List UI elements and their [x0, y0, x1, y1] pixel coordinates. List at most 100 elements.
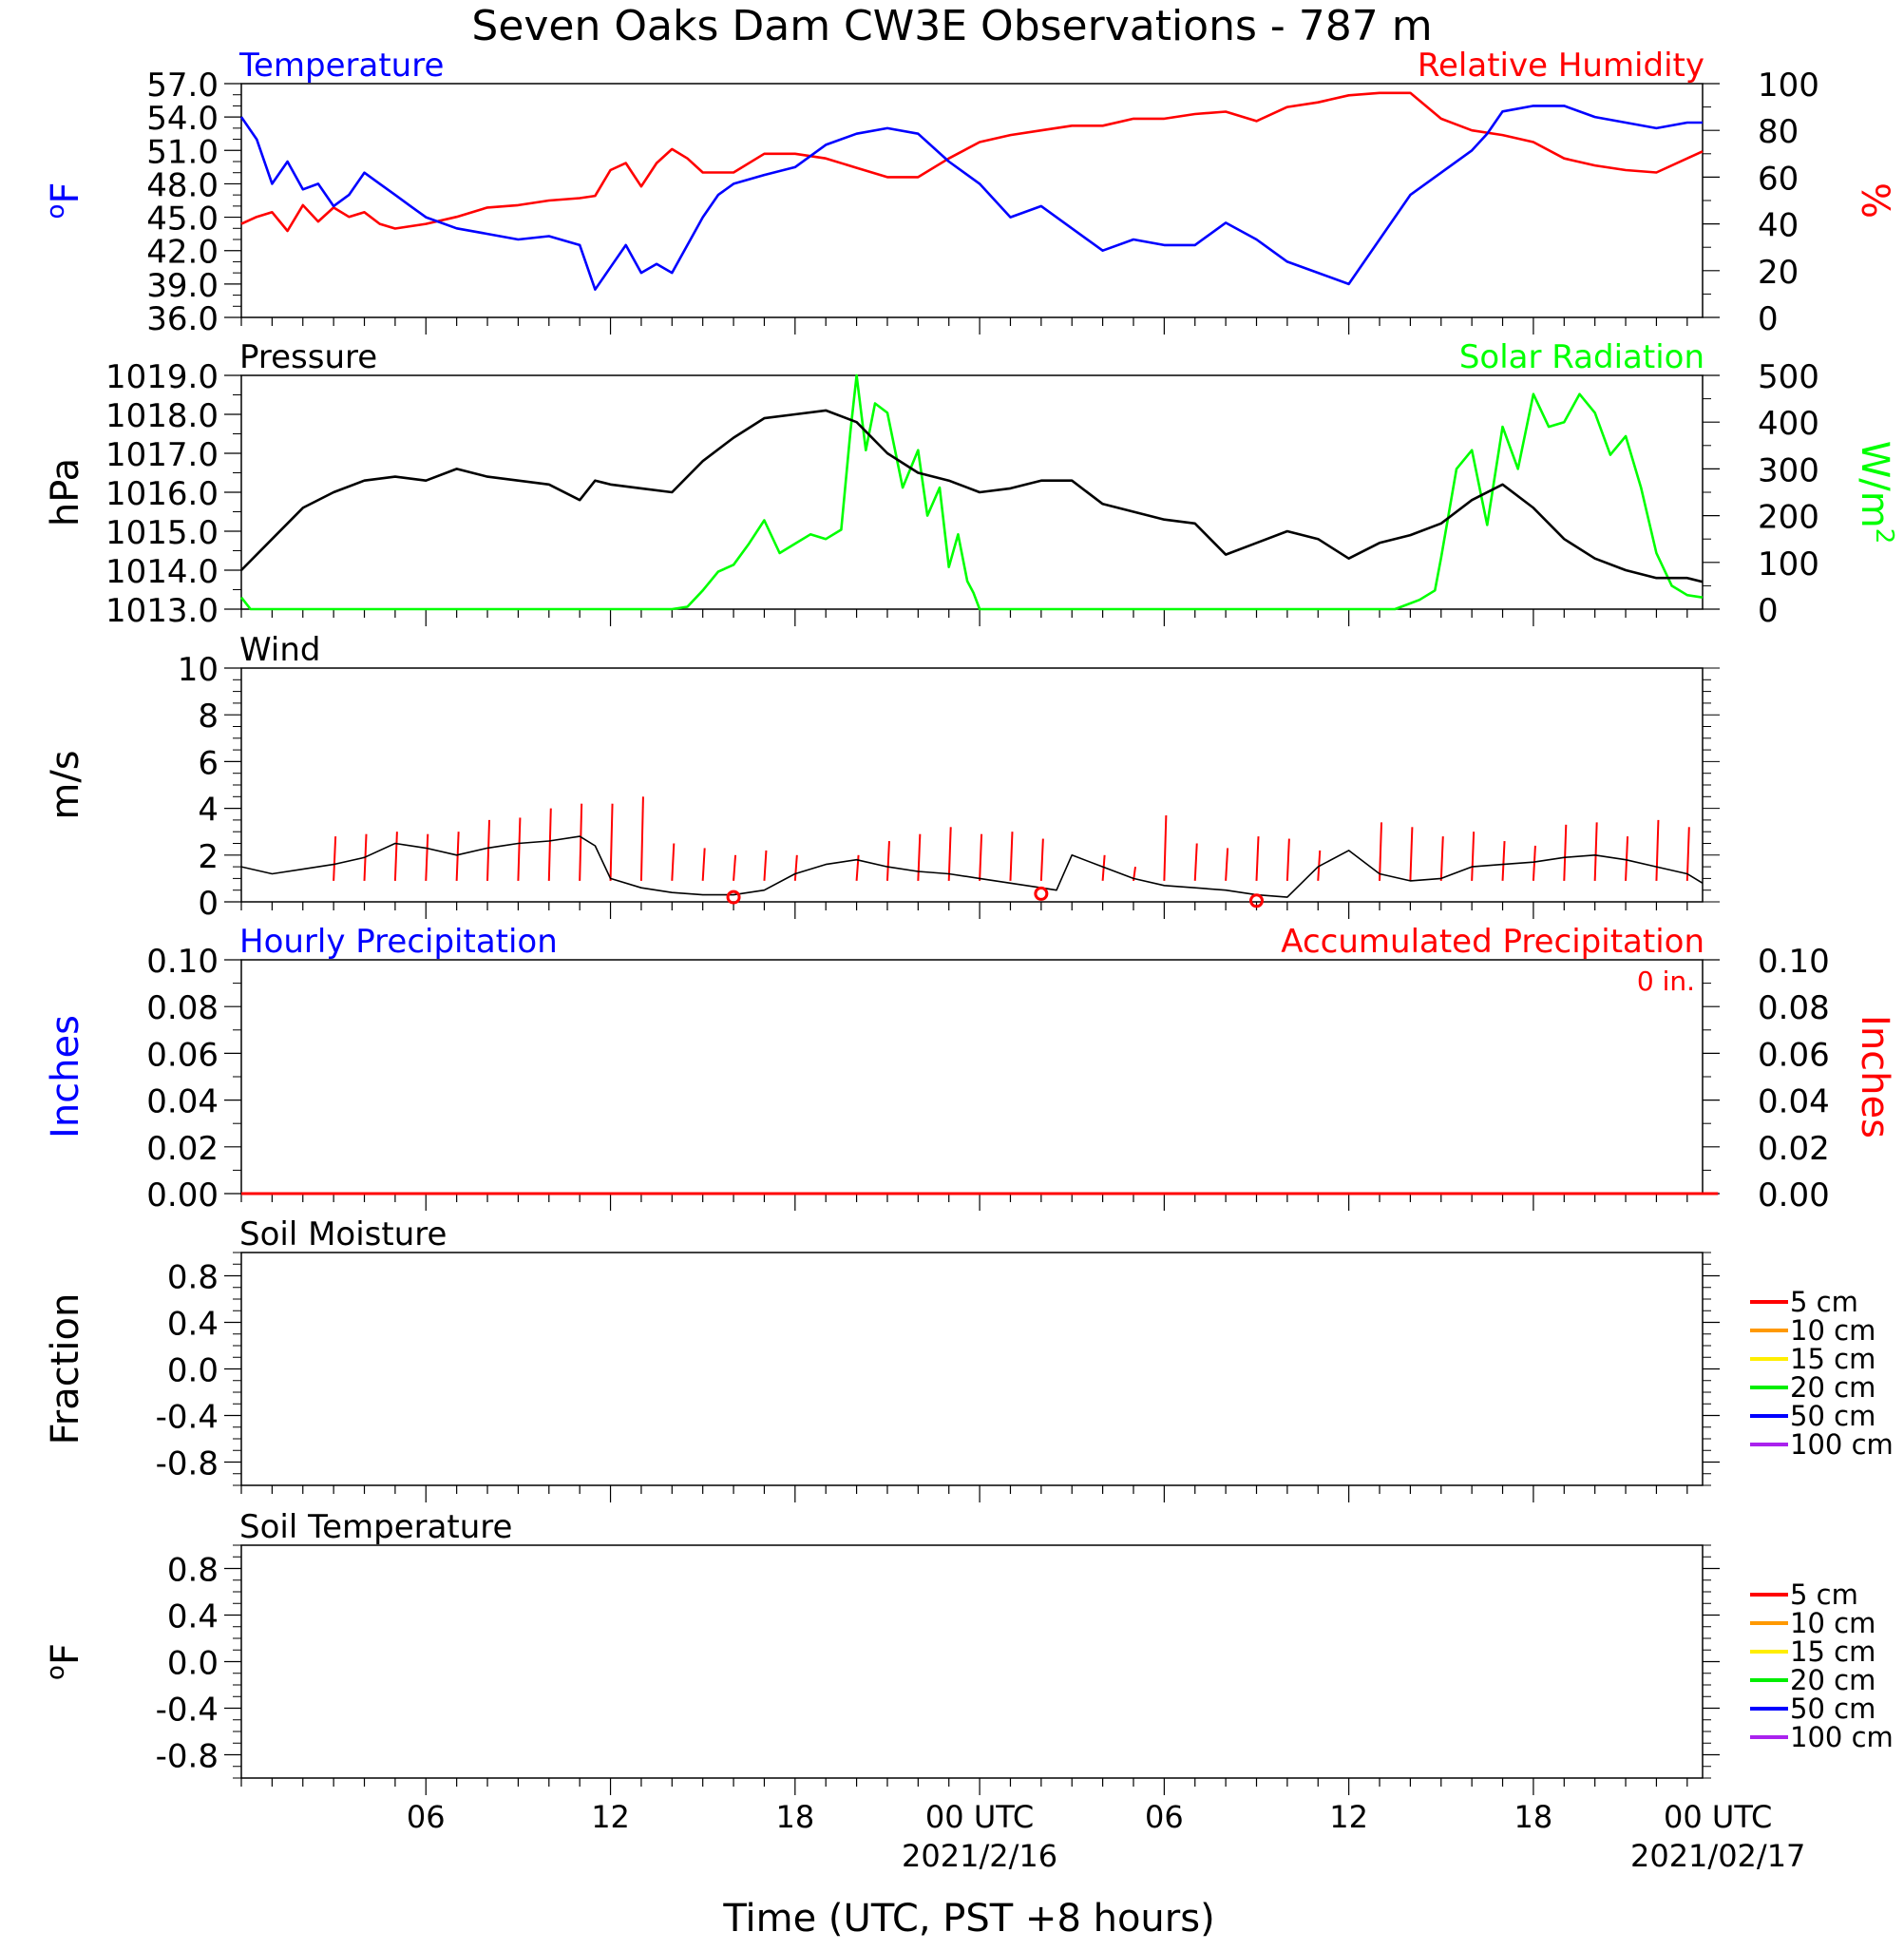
y-left-tick-label: 57.0 [146, 67, 219, 105]
legend-label: 10 cm [1790, 1607, 1875, 1639]
y-label-hourly-precip: Inches [44, 1015, 87, 1138]
wind-barb [671, 843, 676, 881]
y-left-tick-label: 1019.0 [105, 358, 219, 396]
y-left-tick-label: 0.00 [146, 1176, 219, 1215]
wind-barb [1532, 845, 1536, 881]
panel-title-temperature: Temperature [238, 47, 444, 85]
y-right-tick-label: 40 [1758, 207, 1799, 245]
legend-label: 15 cm [1790, 1343, 1875, 1375]
y-left-tick-label: 1018.0 [105, 397, 219, 435]
y-left-tick-label: 0.4 [167, 1306, 219, 1344]
y-left-tick-label: 8 [198, 698, 219, 736]
y-left-tick-label: -0.4 [156, 1399, 219, 1437]
y-right-tick-label: 0.08 [1758, 989, 1830, 1027]
wind-barb [701, 848, 706, 881]
calm-marker [1034, 886, 1049, 901]
y-left-tick-label: 0.8 [167, 1259, 219, 1297]
wind-barb [1655, 819, 1660, 881]
panel-title-soil-moisture: Soil Moisture [239, 1215, 447, 1253]
y-right-tick-label: 0 [1758, 592, 1779, 630]
y-right-tick-label: 0 [1758, 300, 1779, 338]
wind-barb [1409, 827, 1414, 881]
wind-barb [979, 833, 983, 881]
x-tick-label: 06 [1145, 1799, 1184, 1835]
y-left-tick-label: 42.0 [146, 234, 219, 272]
x-tick-label: 18 [775, 1799, 814, 1835]
y-label-soil-moisture: Fraction [44, 1293, 87, 1445]
wind-barb [1685, 827, 1690, 881]
panel-title-hourly-precip: Hourly Precipitation [239, 923, 558, 961]
legend-label: 50 cm [1790, 1400, 1875, 1432]
y-right-tick-label: 0.04 [1758, 1083, 1830, 1121]
y-right-tick-label: 0.00 [1758, 1176, 1830, 1215]
y-label-pressure: hPa [44, 458, 87, 526]
y-left-tick-label: 36.0 [146, 300, 219, 338]
wind-barb [1163, 814, 1168, 881]
x-tick-label: 00 UTC [925, 1799, 1034, 1835]
panel-title-pressure: Pressure [239, 338, 377, 376]
panel-title-wind: Wind [239, 631, 320, 669]
x-tick-label: 12 [1329, 1799, 1368, 1835]
y-right-tick-label: 80 [1758, 113, 1799, 151]
y-right-tick-label: 100 [1758, 67, 1819, 105]
wind-barb [579, 803, 583, 881]
y-left-tick-label: 0 [198, 885, 219, 923]
wind-barb [1193, 843, 1198, 881]
y-left-tick-label: 51.0 [146, 133, 219, 171]
wind-barb [425, 833, 429, 881]
wind-barb [733, 854, 737, 881]
y-right-tick-label: 0.10 [1758, 943, 1830, 981]
y-right-tick-label: 20 [1758, 254, 1799, 292]
legend-label: 20 cm [1790, 1664, 1875, 1696]
y-right-tick-label: 300 [1758, 451, 1819, 489]
y-left-tick-label: 4 [198, 792, 219, 830]
y-left-tick-label: 1015.0 [105, 514, 219, 552]
panel-precipitation: 0.10 0.08 0.06 0.04 0.02 0.00 0.10 0.08 0.06 0.04… [44, 923, 1896, 1215]
legend-label: 5 cm [1790, 1578, 1858, 1611]
wind-barb [763, 850, 768, 881]
plot-frame [240, 1252, 1704, 1486]
y-left-tick-label: -0.8 [156, 1445, 219, 1483]
y-label-wind: m/s [44, 750, 87, 819]
x-tick-label: 18 [1514, 1799, 1553, 1835]
x-date-label: 2021/2/16 [902, 1838, 1057, 1874]
wind-barb [609, 803, 614, 881]
plot-frame [240, 1544, 1704, 1779]
wind-barb [517, 817, 522, 881]
figure-title: Seven Oaks Dam CW3E Observations - 787 m [471, 2, 1432, 50]
legend-label: 10 cm [1790, 1314, 1875, 1347]
wind-barb [917, 833, 922, 881]
pressure-line [240, 409, 1704, 583]
y-left-tick-label: 0.06 [146, 1036, 219, 1074]
panel-soil-moisture: 0.8 0.4 0.0 -0.4 -0.8 Soil Moisture Fraction 5 … [44, 1215, 1894, 1502]
wind-barb [1009, 832, 1014, 881]
legend-label: 50 cm [1790, 1693, 1875, 1725]
y-right-tick-label: 0.02 [1758, 1130, 1830, 1168]
wind-barb [885, 840, 890, 881]
wind-barb [1625, 836, 1629, 881]
wind-barb [1501, 840, 1506, 881]
plot-frame [240, 374, 1704, 610]
x-tick-label: 06 [407, 1799, 446, 1835]
panel-temperature-humidity: 57.054.051.048.045.042.039.036.0 100 80 60 4… [42, 47, 1896, 338]
panel-title-soil-temperature: Soil Temperature [239, 1508, 512, 1546]
y-right-tick-label: 400 [1758, 405, 1819, 443]
accum-precip-total: 0 in. [1637, 966, 1695, 997]
wind-barb [1471, 832, 1476, 881]
y-left-tick-label: 1014.0 [105, 553, 219, 591]
wind-barb [547, 808, 552, 881]
humidity-line [240, 91, 1704, 233]
wind-barb [1439, 836, 1444, 881]
y-left-tick-label: 0.8 [167, 1552, 219, 1590]
temperature-line [239, 105, 1703, 292]
y-right-tick-label: 0.06 [1758, 1036, 1830, 1074]
y-label-accum-precip: Inches [1853, 1015, 1896, 1138]
wind-barb [1593, 822, 1598, 881]
panel-wind: 10 8 6 4 2 0 Wind m/s [44, 631, 1720, 923]
y-right-tick-label: 200 [1758, 499, 1819, 537]
wind-barb [1379, 822, 1383, 881]
wind-barb [639, 796, 644, 881]
y-left-tick-label: 2 [198, 838, 219, 876]
